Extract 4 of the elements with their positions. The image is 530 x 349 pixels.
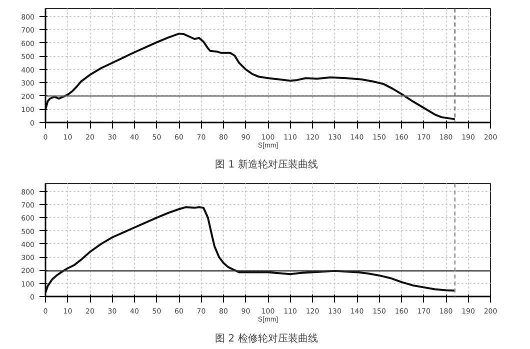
line-series <box>46 206 456 294</box>
text: 图 1 新造轮对压装曲线 <box>215 158 318 170</box>
text: 图 2 检修轮对压装曲线 <box>215 332 318 344</box>
line-series <box>46 32 456 120</box>
